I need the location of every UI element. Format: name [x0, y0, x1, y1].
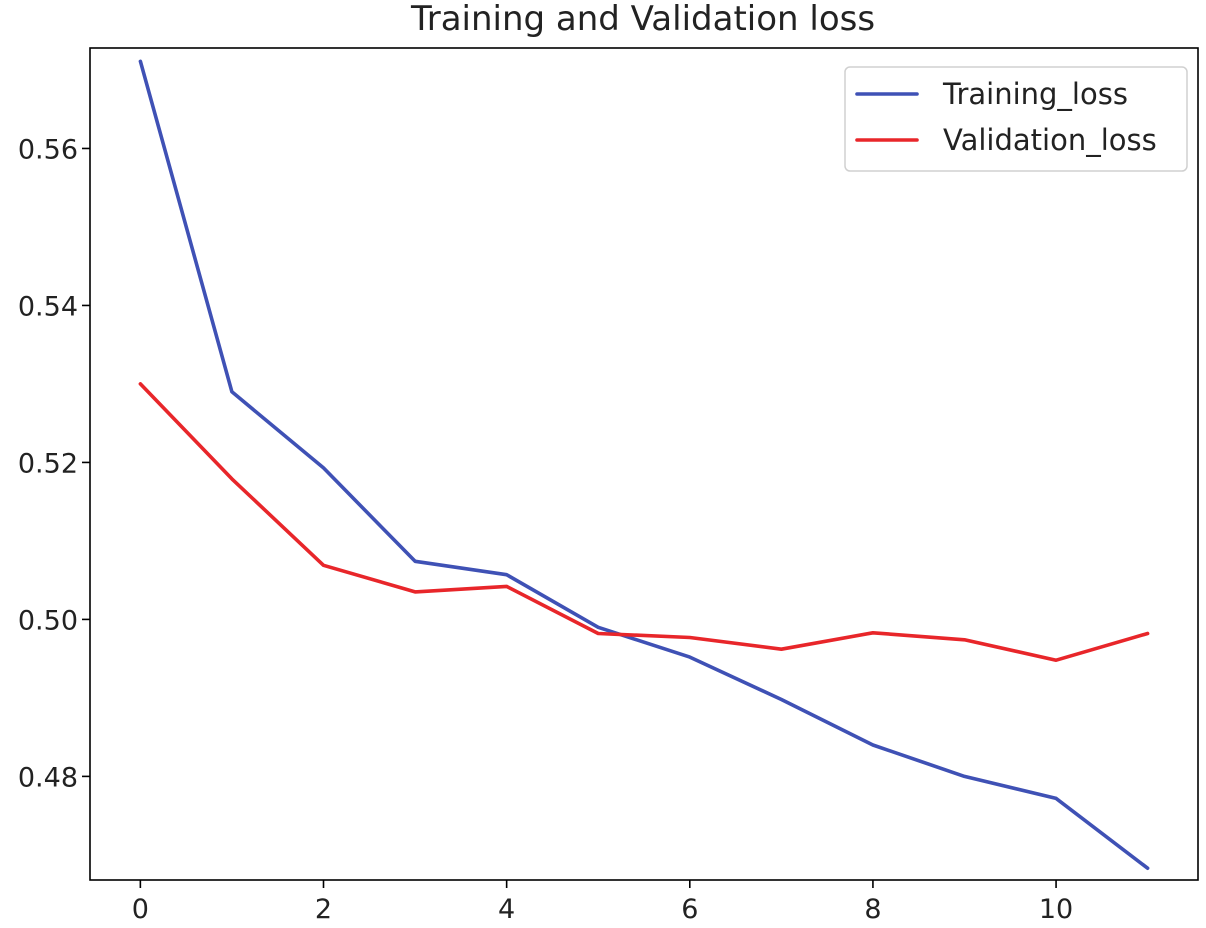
x-tick-label: 6 [681, 894, 698, 925]
legend-box [844, 66, 1188, 172]
series-line-validation-loss [138, 382, 1150, 663]
y-tick-label: 0.48 [18, 762, 78, 793]
y-tick-label: 0.54 [18, 291, 78, 322]
y-tick-label: 0.50 [18, 605, 78, 636]
legend-label: Training_loss [942, 77, 1128, 111]
y-tick-label: 0.56 [18, 134, 78, 165]
x-tick-label: 10 [1039, 894, 1073, 925]
series-line-training-loss [138, 59, 1150, 871]
plot-area [138, 59, 1150, 871]
x-tick-label: 2 [315, 894, 332, 925]
x-tick-label: 0 [132, 894, 149, 925]
axes-frame [89, 47, 1199, 881]
chart-title: Training and Validation loss [410, 0, 875, 39]
x-tick-label: 8 [864, 894, 881, 925]
x-tick-label: 4 [498, 894, 515, 925]
legend: Training_loss Validation_loss [844, 66, 1188, 172]
y-axis: 0.48 0.50 0.52 0.54 0.56 [18, 134, 90, 793]
y-tick-label: 0.52 [18, 448, 78, 479]
x-axis: 0 2 4 6 8 10 [132, 880, 1073, 925]
legend-label: Validation_loss [943, 123, 1157, 157]
